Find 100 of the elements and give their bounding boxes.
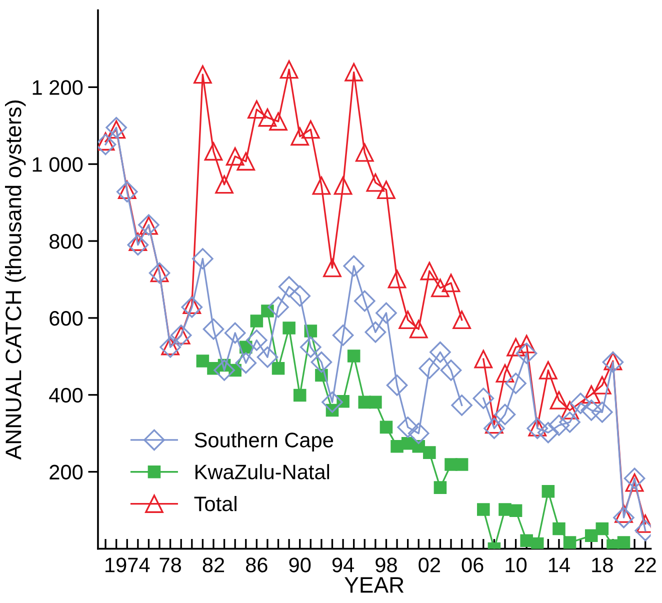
x-tick-label: 86	[246, 558, 268, 572]
point	[538, 422, 559, 444]
point	[570, 392, 592, 414]
point	[484, 418, 505, 439]
point	[452, 310, 471, 330]
point	[440, 360, 462, 381]
point	[477, 503, 490, 516]
point	[98, 132, 115, 151]
point	[282, 322, 296, 334]
point	[376, 302, 397, 324]
point	[215, 175, 234, 194]
point	[434, 481, 447, 494]
point	[505, 372, 526, 394]
point	[366, 173, 385, 192]
point	[498, 503, 512, 516]
y-tick-label: 1 000	[32, 157, 83, 172]
point	[388, 270, 406, 288]
point	[559, 412, 580, 433]
point	[289, 285, 311, 307]
x-tick-label: 14	[548, 558, 570, 572]
point	[355, 143, 374, 162]
point	[423, 446, 436, 459]
point	[380, 420, 393, 434]
legend-label: Southern Cape	[194, 432, 334, 452]
point	[472, 388, 494, 409]
x-tick-label: 90	[289, 558, 311, 572]
point	[408, 422, 430, 444]
point	[332, 324, 354, 346]
y-tick-label: 800	[50, 234, 83, 249]
point	[474, 350, 493, 368]
point	[323, 258, 342, 278]
point	[592, 376, 612, 394]
point	[344, 63, 364, 82]
point	[431, 278, 450, 298]
legend-label: KwaZulu-Natal	[196, 464, 330, 480]
point	[280, 60, 298, 79]
point	[272, 362, 285, 375]
point	[613, 506, 634, 528]
y-axis-title: ANNUAL CATCH (thousand oysters)	[4, 100, 26, 460]
y-tick-label: 600	[50, 310, 83, 326]
point	[386, 374, 408, 396]
point	[596, 522, 609, 536]
point	[278, 276, 300, 298]
point	[301, 120, 320, 139]
point	[409, 320, 428, 338]
point	[496, 364, 514, 383]
point	[204, 142, 223, 161]
point	[552, 522, 566, 536]
point	[268, 296, 289, 318]
point	[196, 354, 210, 368]
point	[181, 296, 203, 318]
point	[580, 400, 602, 421]
point	[563, 536, 576, 549]
point	[322, 392, 343, 413]
point	[248, 100, 266, 119]
legend-label: Total	[194, 496, 236, 512]
point	[290, 127, 310, 146]
point	[369, 396, 382, 409]
point	[582, 385, 601, 404]
point	[300, 336, 322, 358]
point	[624, 468, 646, 489]
point	[269, 112, 288, 131]
point	[256, 346, 278, 368]
point	[539, 361, 558, 380]
point	[455, 458, 468, 471]
point	[550, 391, 568, 410]
point	[127, 234, 149, 256]
point	[506, 338, 525, 356]
point	[192, 248, 214, 270]
point	[310, 352, 332, 373]
point	[420, 262, 439, 280]
point	[530, 537, 544, 549]
x-tick-label: 02	[418, 558, 440, 572]
point	[377, 180, 396, 200]
point	[398, 310, 417, 330]
point	[250, 314, 264, 328]
point	[236, 152, 256, 171]
point	[560, 401, 579, 420]
y-tick-label: 1 200	[32, 80, 83, 95]
y-tick-label: 400	[49, 388, 83, 403]
point	[584, 529, 598, 542]
point	[494, 404, 516, 426]
point	[617, 536, 630, 549]
point	[224, 322, 246, 344]
point	[418, 358, 440, 379]
point	[548, 414, 570, 436]
x-tick-label: 78	[160, 558, 181, 572]
point	[246, 330, 268, 351]
point	[343, 255, 365, 277]
x-tick-label: 18	[592, 558, 613, 572]
point	[106, 116, 127, 138]
y-tick-label: 200	[50, 464, 83, 480]
point	[364, 322, 386, 343]
x-tick-label: 82	[202, 558, 224, 572]
point	[451, 394, 472, 416]
point	[334, 176, 352, 195]
point	[226, 147, 244, 166]
point	[354, 290, 376, 312]
x-tick-label: 94	[332, 558, 354, 572]
point	[592, 402, 613, 423]
